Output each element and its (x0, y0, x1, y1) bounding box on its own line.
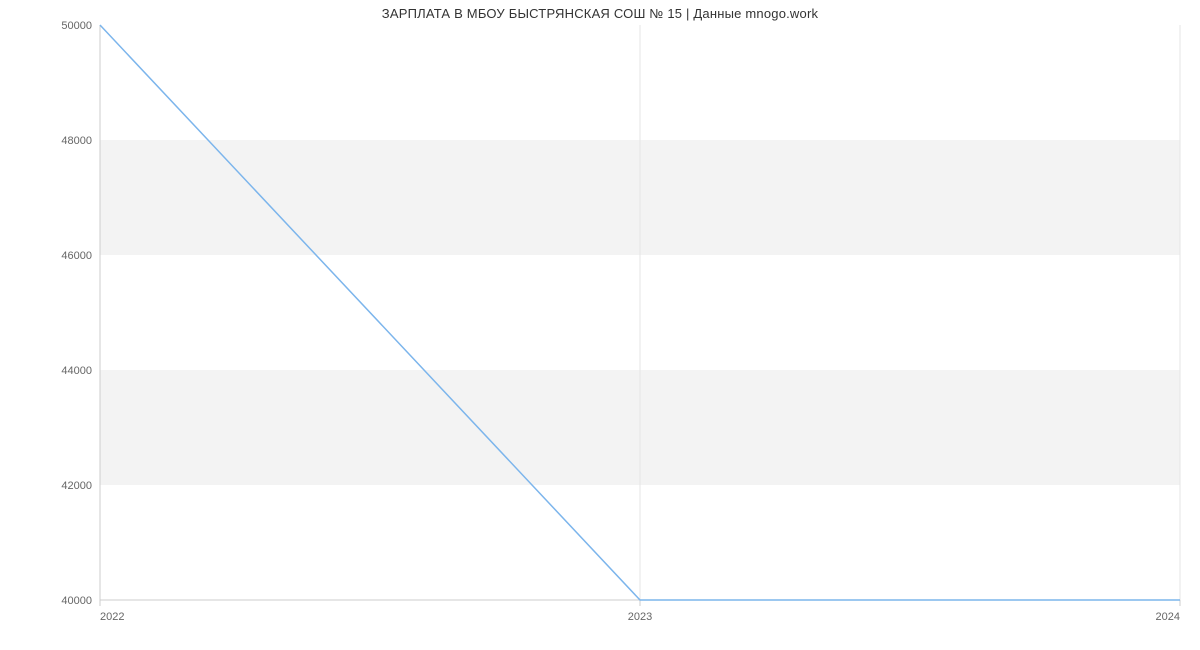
y-tick-label: 46000 (61, 250, 92, 262)
x-tick-label: 2023 (628, 611, 652, 623)
y-tick-label: 42000 (61, 480, 92, 492)
x-tick-label: 2022 (100, 611, 124, 623)
x-tick-label: 2024 (1156, 611, 1180, 623)
chart-container: ЗАРПЛАТА В МБОУ БЫСТРЯНСКАЯ СОШ № 15 | Д… (0, 0, 1200, 650)
chart-title: ЗАРПЛАТА В МБОУ БЫСТРЯНСКАЯ СОШ № 15 | Д… (0, 6, 1200, 21)
y-tick-label: 48000 (61, 135, 92, 147)
y-tick-label: 44000 (61, 365, 92, 377)
chart-svg: 40000 42000 44000 46000 48000 50000 2022 2023 20… (0, 0, 1200, 650)
y-tick-label: 40000 (61, 595, 92, 607)
y-tick-label: 50000 (61, 20, 92, 32)
